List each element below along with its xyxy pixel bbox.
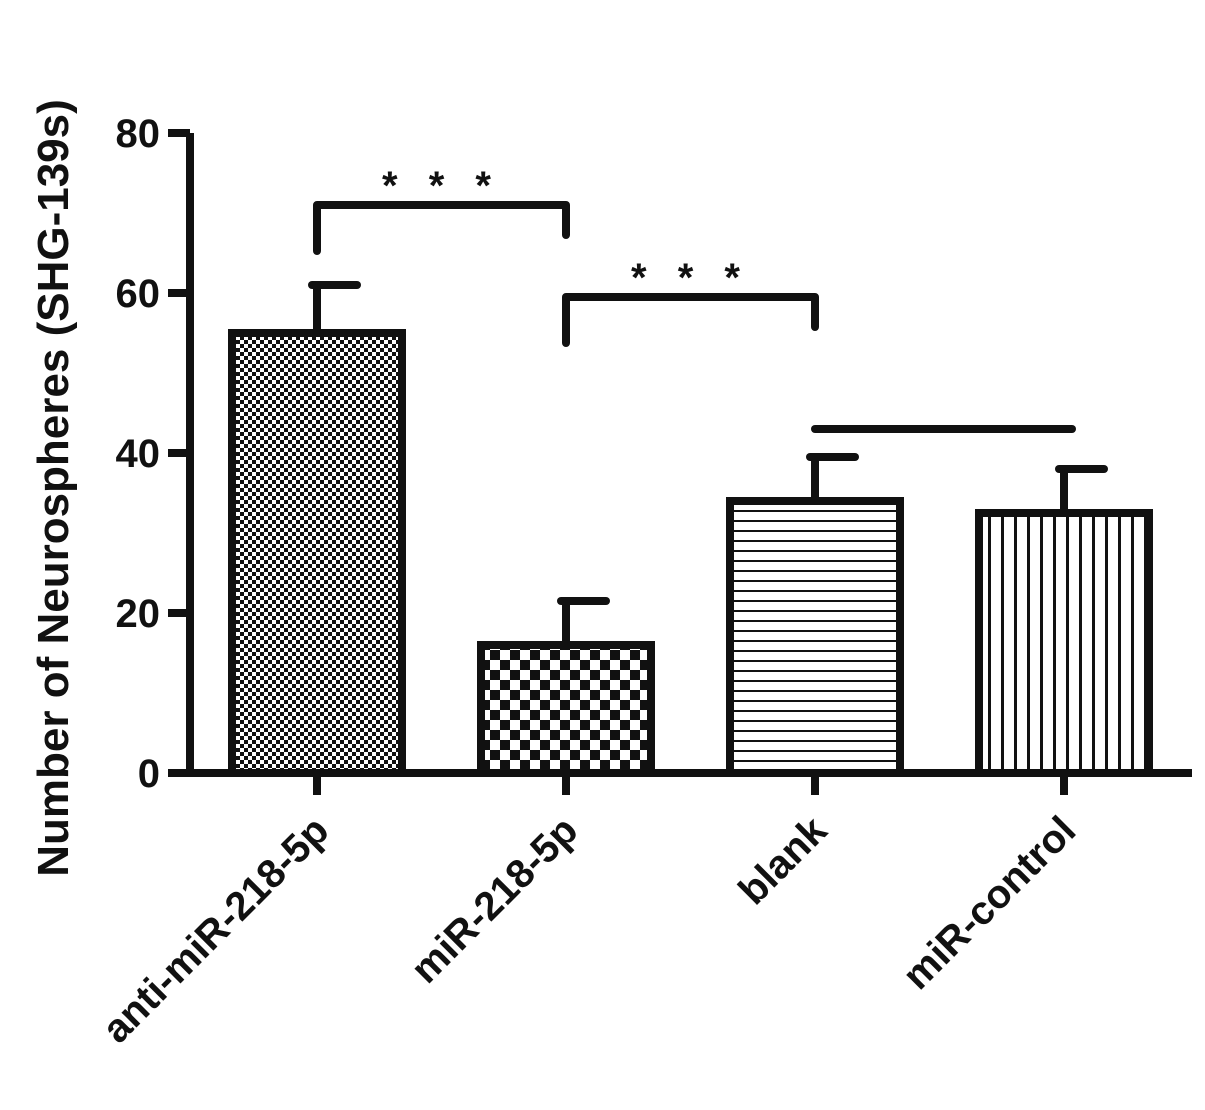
x-category-label-blank: blank (730, 808, 836, 914)
y-tick-label-60: 60 (116, 272, 161, 316)
x-category-label-anti-miR-218-5p: anti-miR-218-5p (94, 808, 337, 1051)
significance-bracket-miR-218-5p-vs-blank (562, 293, 819, 347)
y-axis-title: Number of Neurospheres (SHG-139s) (29, 99, 78, 877)
x-category-label-miR-218-5p: miR-218-5p (403, 808, 587, 992)
significance-annotations: * * * * * * (313, 164, 1076, 433)
significance-label-anti-miR-218-5p-vs-miR-218-5p: * * * (382, 164, 501, 208)
bar-blank (726, 497, 904, 777)
y-tick-label-20: 20 (116, 592, 161, 636)
bar-miR-218-5p (477, 641, 655, 777)
y-tick-label-40: 40 (116, 432, 161, 476)
error-bars-group (308, 281, 1108, 645)
bar-anti-miR-218-5p (228, 329, 406, 777)
significance-label-miR-218-5p-vs-blank: * * * (631, 256, 750, 300)
bar-miR-control (975, 509, 1153, 777)
bars-group (228, 329, 1153, 777)
y-tick-label-0: 0 (138, 752, 160, 796)
x-category-label-miR-control: miR-control (895, 808, 1085, 998)
y-tick-label-80: 80 (116, 112, 161, 156)
significance-bracket-anti-miR-218-5p-vs-miR-218-5p (313, 201, 570, 255)
